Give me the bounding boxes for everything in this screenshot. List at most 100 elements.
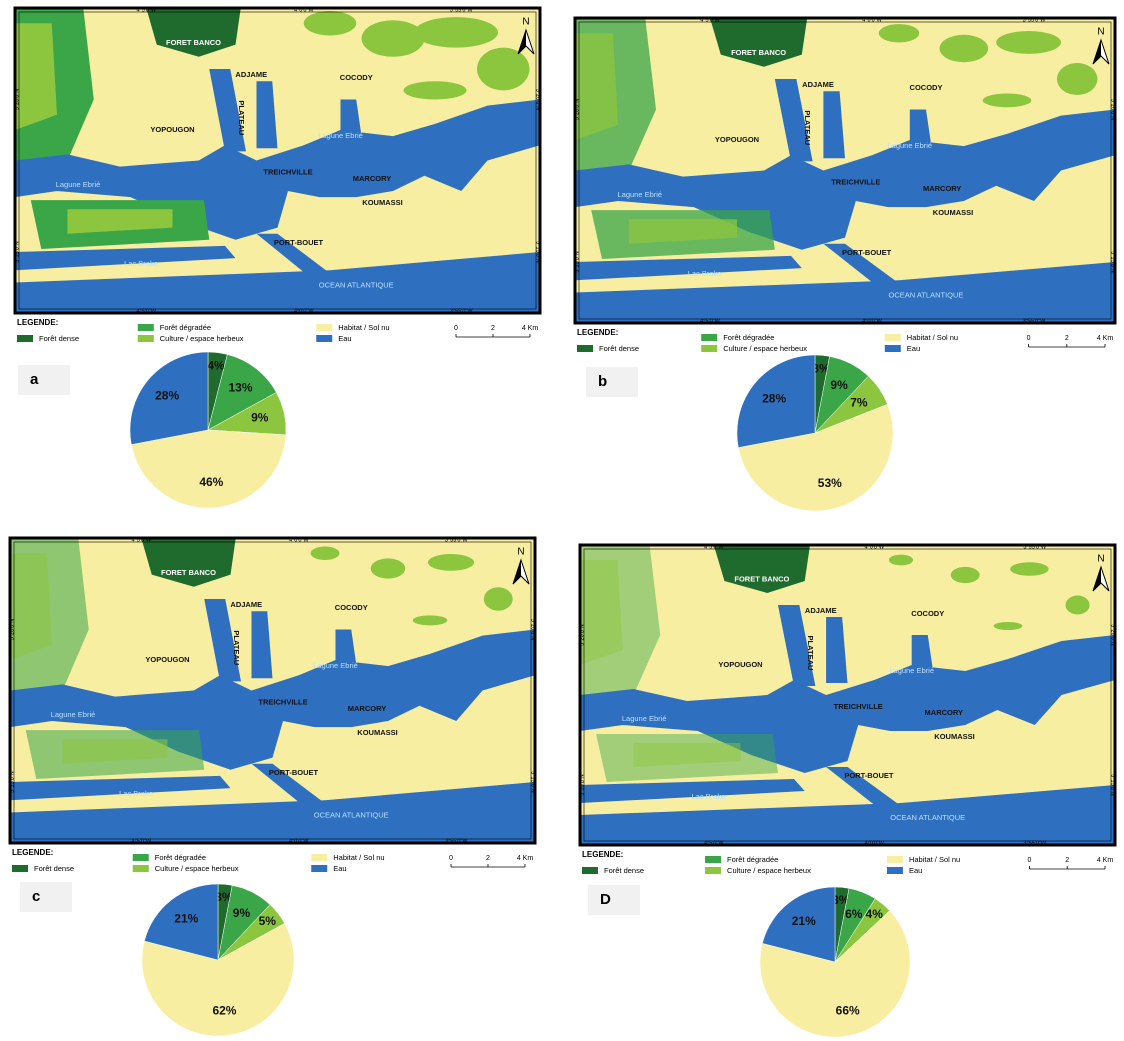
legend-swatch	[137, 324, 154, 331]
map-frame	[18, 11, 537, 310]
legend-label: Forêt dégradée	[155, 853, 206, 862]
canal	[256, 233, 330, 277]
legend-swatch	[582, 867, 598, 874]
pie-label: 3%	[215, 890, 233, 904]
map-frame	[13, 6, 542, 315]
place-label: MARCORY	[923, 184, 961, 193]
scale-label: 2	[486, 855, 490, 862]
lagoon	[15, 99, 540, 240]
panel-label: b	[598, 373, 607, 390]
legend-swatch	[884, 345, 901, 352]
legend-label: Eau	[338, 334, 351, 343]
vegetation	[62, 739, 168, 764]
longitude-label: 4°5'0"W	[704, 544, 724, 550]
pie-slice	[762, 886, 836, 963]
longitude-label: 4°5'0"W	[700, 17, 720, 23]
pie-label: 3%	[832, 893, 850, 907]
vegetation	[370, 558, 406, 579]
pie-slice	[131, 429, 287, 509]
lagoon	[204, 599, 241, 682]
pie-label: 66%	[836, 1004, 860, 1018]
panel-label: a	[30, 371, 39, 388]
longitude-label: 3°55'0"W	[445, 838, 468, 844]
longitude-label: 3°55'0"W	[1023, 17, 1046, 23]
north-arrow	[1093, 40, 1101, 64]
legend-label: Habitat / Sol nu	[909, 855, 960, 864]
water-label: Lagune Ebrié	[617, 190, 662, 199]
lagoon	[10, 629, 535, 770]
forest-banco	[141, 538, 236, 587]
lagoon	[256, 81, 278, 149]
place-label: PLATEAU	[232, 630, 241, 665]
vegetation	[414, 17, 498, 48]
place-label: ADJAME	[805, 606, 837, 615]
vegetation	[575, 33, 619, 140]
latitude-label: 5°15'0"N	[535, 241, 541, 262]
lac-brake	[580, 779, 805, 803]
place-label: YOPOUGON	[145, 655, 189, 664]
place-label: TREICHVILLE	[263, 168, 312, 177]
north-label: N	[522, 17, 529, 28]
longitude-label: 3°55'0"W	[450, 308, 473, 314]
place-label: YOPOUGON	[718, 660, 762, 669]
longitude-label: 4°0'0"W	[289, 537, 309, 543]
pie-label: 9%	[251, 411, 269, 425]
lagoon	[251, 611, 273, 679]
lagoon	[580, 635, 1115, 773]
latitude-label: 5°20'0"N	[14, 89, 20, 110]
map-panel: FORET BANCO ADJAME COCODY YOPOUGON PLATEAU TR…	[13, 6, 542, 509]
place-label: MARCORY	[353, 174, 391, 183]
place-label: ADJAME	[235, 70, 267, 79]
longitude-label: 3°55'0"W	[445, 537, 468, 543]
map-panel: FORET BANCO ADJAME COCODY YOPOUGON PLATEAU TR…	[8, 536, 537, 1037]
vegetation	[403, 81, 467, 100]
map-frame	[573, 16, 1117, 325]
latitude-label: 5°20'0"N	[1110, 624, 1116, 645]
legend-swatch	[311, 865, 328, 872]
pie-slice	[144, 883, 219, 961]
place-label: COCODY	[910, 83, 943, 92]
lagoon	[340, 99, 362, 137]
water-label: Lac Brake	[119, 789, 153, 798]
latitude-label: 5°15'0"N	[1110, 251, 1116, 272]
legend-swatch	[132, 865, 149, 872]
place-label: FORET BANCO	[166, 38, 221, 47]
longitude-label: 4°0'0"W	[294, 7, 314, 13]
place-label: FORET BANCO	[731, 48, 786, 57]
legend-label: Forêt dégradée	[727, 855, 778, 864]
place-label: PLATEAU	[806, 636, 815, 671]
place-label: KOUMASSI	[933, 208, 973, 217]
map-panel: FORET BANCO ADJAME COCODY YOPOUGON PLATEAU TR…	[573, 16, 1117, 512]
vegetation	[580, 560, 623, 665]
legend-swatch	[886, 867, 903, 874]
lac-brake	[10, 775, 231, 801]
place-label: KOUMASSI	[357, 728, 397, 737]
legend-label: Forêt dense	[604, 866, 644, 875]
lagoon	[909, 109, 932, 147]
pie-label: 5%	[259, 914, 277, 928]
place-label: PORT-BOUET	[842, 248, 892, 257]
latitude-label: 5°15'0"N	[579, 774, 585, 795]
lagoon	[823, 91, 845, 159]
lac-brake	[15, 245, 236, 271]
pie-label: 9%	[233, 906, 251, 920]
north-arrow	[1093, 567, 1101, 591]
longitude-label: 3°55'0"W	[1023, 840, 1046, 846]
place-label: FORET BANCO	[161, 568, 216, 577]
scale-label: 4 Km	[1097, 857, 1114, 864]
panel-label: D	[600, 891, 611, 908]
map-frame	[13, 541, 532, 840]
legend-label: Eau	[909, 866, 922, 875]
pie-slice	[141, 923, 295, 1037]
longitude-label: 3°55'0"W	[1023, 318, 1046, 324]
vegetation	[982, 93, 1032, 108]
forest-banco	[146, 8, 241, 57]
water-label: Lac Brake	[124, 259, 158, 268]
vegetation	[888, 554, 914, 566]
legend-label: Eau	[333, 864, 346, 873]
canal	[251, 763, 325, 807]
place-label: PLATEAU	[803, 110, 812, 145]
place-label: PLATEAU	[237, 100, 246, 135]
legend-swatch	[132, 854, 149, 861]
place-label: FORET BANCO	[734, 574, 789, 583]
